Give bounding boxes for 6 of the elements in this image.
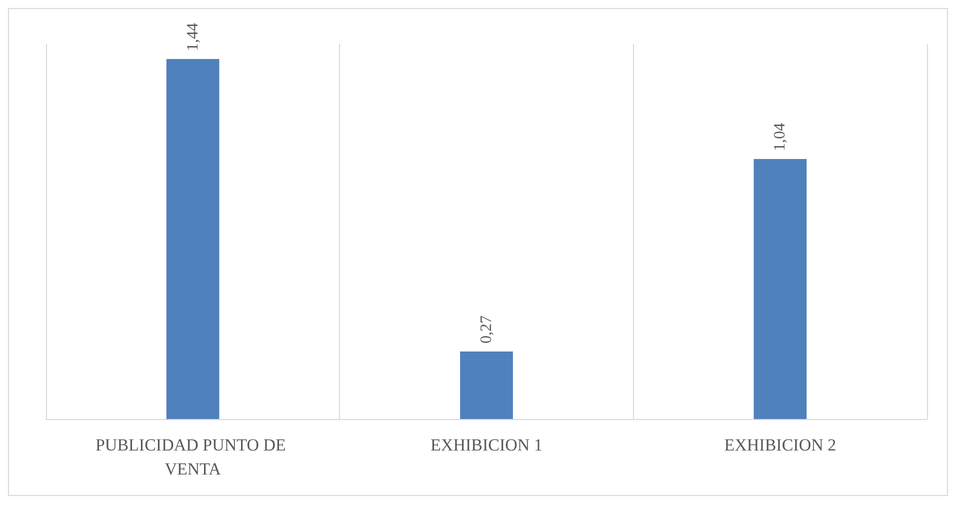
data-label: 1,04 [772,123,789,151]
x-tick-label: EXHIBICION 1 [430,436,542,454]
x-tick-label: EXHIBICION 2 [724,436,836,454]
x-tick-label: PUBLICIDAD PUNTO DE VENTA [95,436,290,478]
data-label: 0,27 [478,316,495,344]
data-label: 1,44 [184,23,202,51]
